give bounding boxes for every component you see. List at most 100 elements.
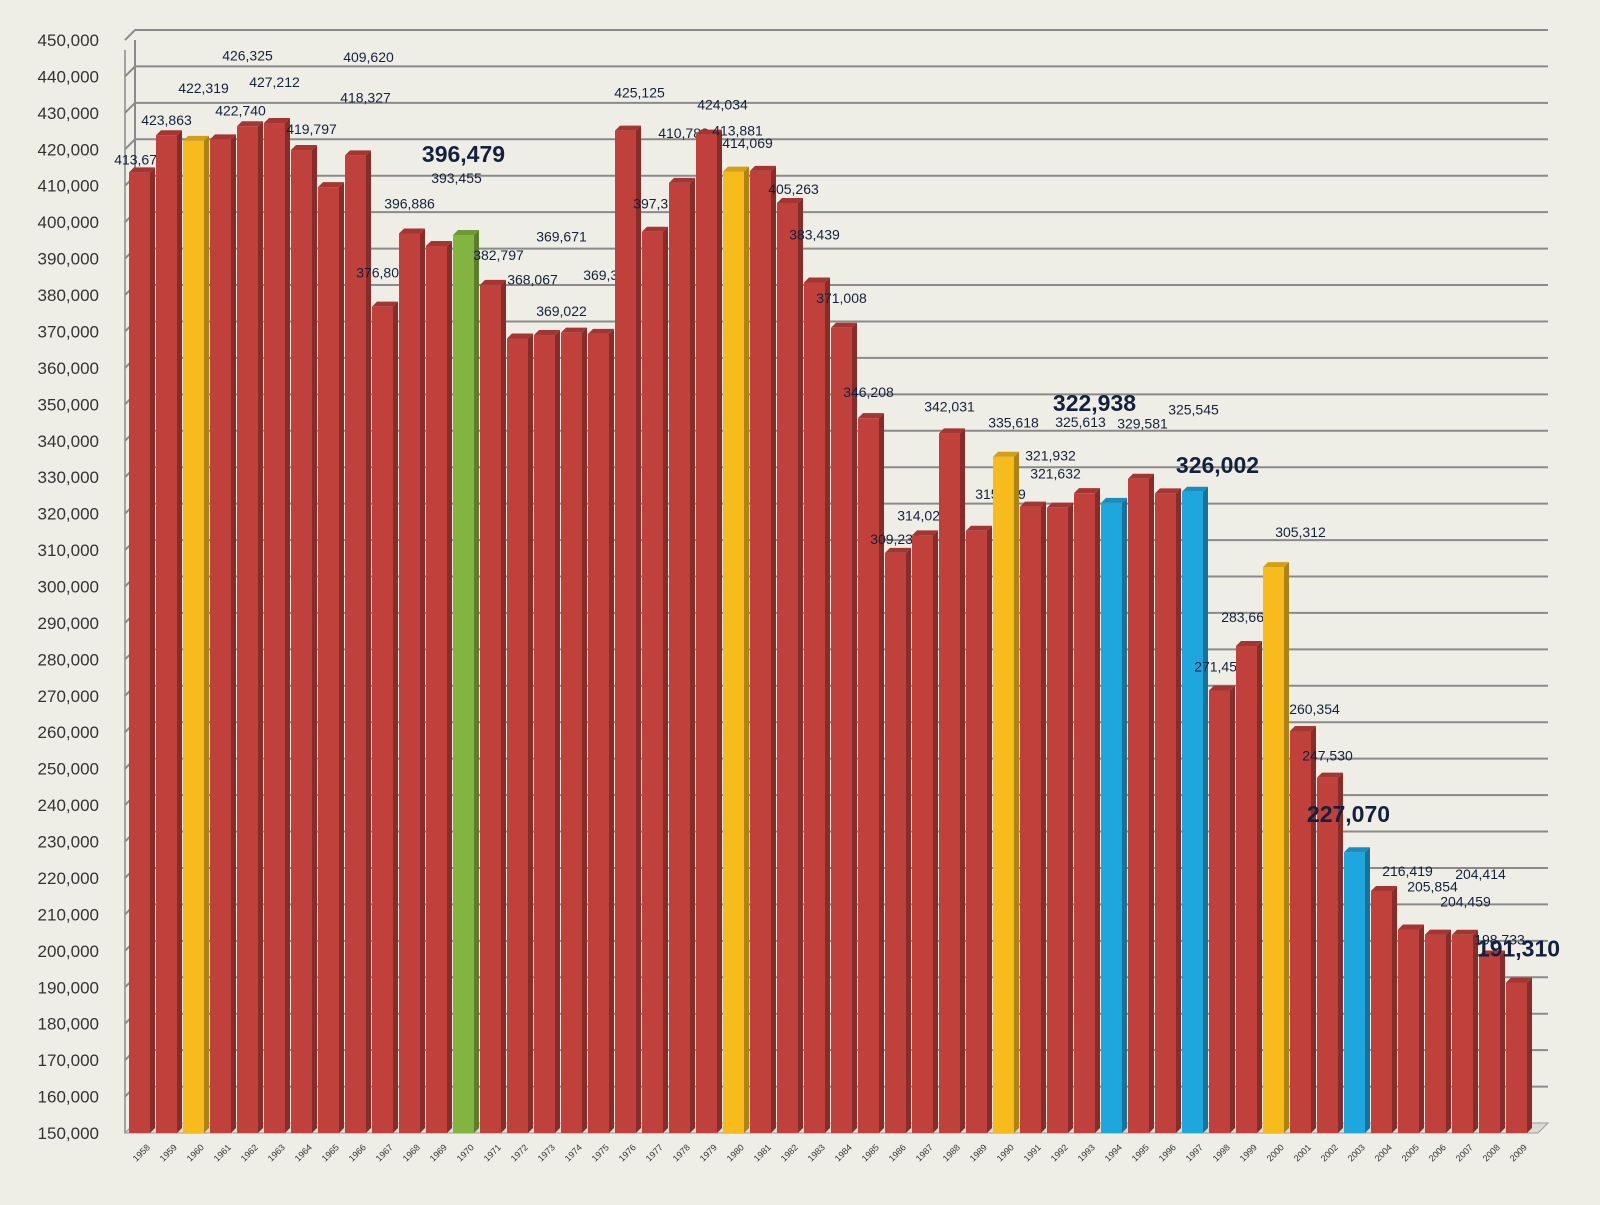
data-label-2005: 205,854 bbox=[1407, 879, 1458, 895]
bar-1978 bbox=[669, 182, 690, 1133]
bar-1988 bbox=[939, 433, 960, 1133]
bar-1995 bbox=[1128, 478, 1149, 1133]
bar-top-1970 bbox=[453, 229, 479, 235]
x-tick-label: 1987 bbox=[914, 1142, 935, 1163]
bar-side-1995 bbox=[1149, 473, 1154, 1133]
bar-1971 bbox=[480, 284, 501, 1134]
bar-side-2009 bbox=[1527, 977, 1532, 1133]
bar-top-2007 bbox=[1452, 929, 1478, 935]
bar-side-1975 bbox=[609, 328, 614, 1133]
data-label-1966: 418,327 bbox=[340, 89, 391, 105]
bar-top-1974 bbox=[561, 327, 587, 333]
y-tick-label: 350,000 bbox=[38, 395, 99, 414]
data-label-1985: 346,208 bbox=[843, 384, 894, 400]
x-tick-label: 2006 bbox=[1427, 1142, 1448, 1163]
x-tick-label: 2000 bbox=[1265, 1142, 1286, 1163]
bar-top-1998 bbox=[1209, 685, 1235, 691]
x-tick-label: 1989 bbox=[968, 1142, 989, 1163]
x-tick-label: 1977 bbox=[644, 1142, 665, 1163]
y-tick-label: 440,000 bbox=[38, 67, 99, 86]
data-label-2000: 305,312 bbox=[1275, 524, 1326, 540]
x-tick-label: 2008 bbox=[1481, 1142, 1502, 1163]
y-tick-label: 180,000 bbox=[38, 1015, 99, 1034]
y-tick-label: 310,000 bbox=[38, 541, 99, 560]
bar-1974 bbox=[561, 332, 582, 1134]
bar-side-1963 bbox=[285, 118, 290, 1133]
x-tick-label: 1978 bbox=[671, 1142, 692, 1163]
bar-side-1961 bbox=[231, 134, 236, 1133]
data-label-1981: 414,069 bbox=[722, 135, 773, 151]
y-tick-label: 190,000 bbox=[38, 978, 99, 997]
x-tick-label: 1969 bbox=[428, 1142, 449, 1163]
y-tick-label: 160,000 bbox=[38, 1088, 99, 1107]
data-label-1970: 396,479 bbox=[422, 141, 505, 167]
bar-1973 bbox=[534, 335, 555, 1133]
bar-2002 bbox=[1317, 777, 1338, 1133]
bar-side-1976 bbox=[636, 125, 641, 1133]
bar-side-1974 bbox=[582, 327, 587, 1134]
y-tick-label: 320,000 bbox=[38, 505, 99, 524]
y-tick-label: 420,000 bbox=[38, 140, 99, 159]
bar-side-1993 bbox=[1095, 488, 1100, 1133]
y-tick-label: 150,000 bbox=[38, 1124, 99, 1143]
x-tick-label: 1974 bbox=[563, 1142, 584, 1163]
data-label-2009: 191,310 bbox=[1477, 935, 1560, 961]
y-tick-label: 170,000 bbox=[38, 1051, 99, 1070]
data-label-1964: 419,797 bbox=[286, 121, 337, 137]
data-label-1959: 423,863 bbox=[141, 112, 192, 128]
bar-1982 bbox=[777, 202, 798, 1133]
bar-side-1972 bbox=[528, 333, 533, 1133]
bar-1986 bbox=[885, 552, 906, 1133]
bar-1983 bbox=[804, 282, 825, 1133]
data-label-2008: 198,733 bbox=[1474, 931, 1525, 947]
bar-side-1991 bbox=[1041, 501, 1046, 1133]
data-label-1990: 335,618 bbox=[988, 415, 1039, 431]
bar-1964 bbox=[291, 150, 312, 1133]
data-label-1982: 405,263 bbox=[768, 181, 819, 197]
y-tick-label: 400,000 bbox=[38, 213, 99, 232]
x-tick-label: 1968 bbox=[401, 1142, 422, 1163]
x-tick-label: 2001 bbox=[1292, 1142, 1313, 1163]
bar-top-1977 bbox=[642, 226, 668, 232]
bar-1961 bbox=[210, 139, 231, 1133]
bar-side-1966 bbox=[366, 150, 371, 1134]
bar-1962 bbox=[237, 126, 258, 1133]
x-tick-label: 1960 bbox=[185, 1142, 206, 1163]
y-tick-label: 280,000 bbox=[38, 650, 99, 669]
x-tick-label: 1982 bbox=[779, 1142, 800, 1163]
x-tick-label: 1992 bbox=[1049, 1142, 1070, 1163]
x-tick-label: 1975 bbox=[590, 1142, 611, 1163]
bar-side-1960 bbox=[204, 135, 209, 1134]
bar-1997 bbox=[1182, 491, 1203, 1133]
x-tick-label: 2009 bbox=[1508, 1142, 1529, 1163]
bar-1967 bbox=[372, 306, 393, 1133]
bar-2007 bbox=[1452, 934, 1473, 1133]
bar-top-1972 bbox=[507, 333, 533, 339]
x-tick-label: 1981 bbox=[752, 1142, 773, 1163]
bar-1960 bbox=[183, 140, 204, 1134]
bar-1993 bbox=[1074, 493, 1095, 1133]
bar-1981 bbox=[750, 170, 771, 1133]
data-label-1999: 283,661 bbox=[1221, 609, 1272, 625]
bar-1992 bbox=[1047, 507, 1068, 1134]
bar-top-1996 bbox=[1155, 488, 1181, 494]
x-tick-label: 1965 bbox=[320, 1142, 341, 1163]
x-tick-label: 2003 bbox=[1346, 1142, 1367, 1163]
data-label-2003: 227,070 bbox=[1307, 801, 1390, 827]
data-label-1993: 325,613 bbox=[1055, 414, 1106, 430]
bar-side-1958 bbox=[150, 167, 155, 1133]
data-label-1976: 425,125 bbox=[614, 85, 665, 101]
x-tick-label: 1988 bbox=[941, 1142, 962, 1163]
bar-side-2001 bbox=[1311, 725, 1316, 1133]
bar-side-1990 bbox=[1014, 451, 1019, 1133]
bar-top-1993 bbox=[1074, 488, 1100, 494]
y-tick-label: 230,000 bbox=[38, 833, 99, 852]
x-tick-label: 1973 bbox=[536, 1142, 557, 1163]
bar-top-1976 bbox=[615, 125, 641, 131]
bar-2005 bbox=[1398, 929, 1419, 1133]
x-tick-label: 1971 bbox=[482, 1142, 503, 1163]
bar-1991 bbox=[1020, 506, 1041, 1133]
bar-side-1999 bbox=[1257, 641, 1262, 1133]
data-label-2004: 216,419 bbox=[1382, 863, 1433, 879]
